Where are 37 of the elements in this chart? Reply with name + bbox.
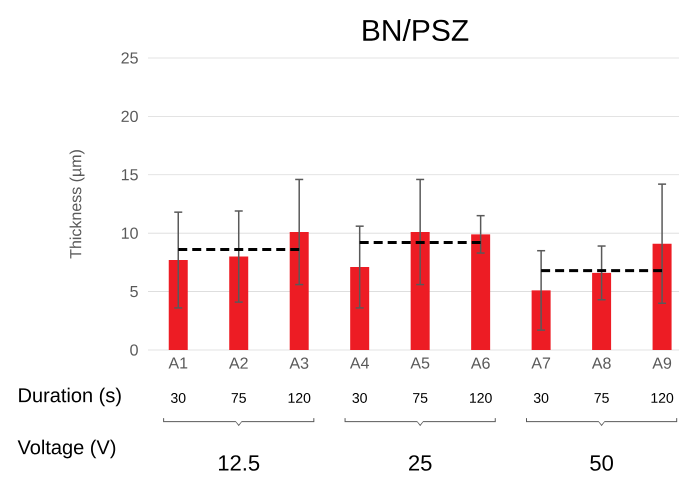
bar	[229, 256, 248, 350]
bar	[350, 267, 370, 350]
y-tick-label: 0	[130, 344, 138, 356]
text: 50	[590, 455, 613, 471]
x-tick-label: A1	[168, 358, 188, 369]
text: 120	[288, 393, 310, 403]
text: 120	[651, 393, 674, 403]
x-tick-label: A6	[470, 358, 490, 369]
y-axis-title: Thickness (µm)	[70, 150, 84, 258]
text: 75	[232, 393, 246, 403]
x-tick-label: A5	[410, 358, 430, 369]
bar	[471, 234, 490, 350]
bar	[592, 272, 612, 350]
x-tick-label: A8	[592, 358, 611, 369]
chart-title: BN/PSZ	[363, 18, 468, 42]
text: Duration (s)	[19, 388, 121, 406]
y-tick-label: 10	[122, 228, 138, 239]
bar	[410, 232, 430, 350]
x-tick-label: A7	[531, 358, 550, 369]
bar	[290, 232, 309, 350]
y-tick-label: 20	[122, 110, 138, 122]
text: Voltage (V)	[18, 440, 116, 458]
text: 30	[352, 393, 367, 403]
text: 30	[170, 393, 186, 403]
text: 25	[409, 455, 432, 471]
x-tick-label: A4	[350, 358, 370, 369]
x-tick-label: A3	[289, 358, 308, 369]
x-tick-label: A2	[228, 358, 248, 369]
x-tick-label: A9	[652, 358, 672, 369]
y-tick-label: 5	[130, 286, 138, 298]
text: 75	[413, 393, 428, 403]
text: 30	[534, 393, 548, 403]
text: 120	[470, 393, 492, 403]
text: 12.5	[218, 455, 260, 471]
y-tick-label: 25	[122, 52, 138, 64]
text: 75	[594, 393, 609, 403]
y-tick-label: 15	[122, 169, 138, 180]
